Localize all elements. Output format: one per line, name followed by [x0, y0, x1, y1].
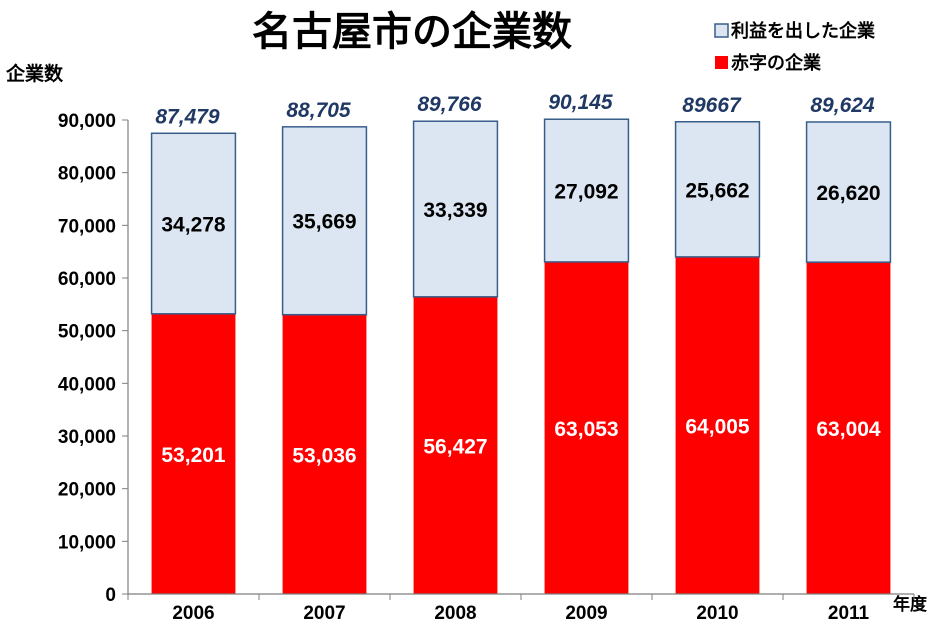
bar-deficit-2009 — [544, 261, 629, 594]
x-axis-label: 年度 — [893, 594, 928, 615]
data-label-profit-2006: 34,278 — [161, 214, 226, 237]
y-tick-label: 50,000 — [58, 322, 116, 343]
bar-deficit-2010 — [675, 256, 760, 594]
legend-label-profit: 利益を出した企業 — [731, 20, 876, 42]
y-tick-label: 90,000 — [58, 111, 116, 132]
bar-profit-2008 — [412, 120, 499, 298]
data-label-deficit-2008: 56,427 — [423, 435, 487, 458]
y-axis-ticks: 0 10,000 20,000 30,000 40,000 50,000 60,000 70,… — [58, 111, 128, 606]
bar-deficit-2006 — [151, 313, 236, 594]
data-label-profit-2011: 26,620 — [816, 182, 880, 205]
legend-swatch-deficit — [715, 56, 728, 69]
y-tick-label: 10,000 — [58, 532, 116, 553]
y-tick-label: 30,000 — [58, 427, 116, 448]
y-axis-label: 企業数 — [5, 62, 64, 85]
x-tick-label-2009: 2009 — [565, 603, 607, 624]
data-label-profit-2007: 35,669 — [292, 211, 356, 234]
x-tick-label-2008: 2008 — [434, 603, 476, 624]
bar-profit-2009 — [543, 118, 630, 263]
data-label-deficit-2011: 63,004 — [816, 418, 881, 441]
data-label-total-2008: 89,766 — [417, 93, 482, 116]
data-label-total-2007: 88,705 — [286, 99, 351, 122]
legend-label-deficit: 赤字の企業 — [731, 52, 822, 74]
y-tick-label: 60,000 — [58, 269, 116, 290]
bar-deficit-2011 — [806, 262, 891, 594]
data-label-profit-2010: 25,662 — [685, 179, 749, 202]
legend: 利益を出した企業 赤字の企業 — [714, 20, 876, 74]
x-tick-label-2006: 2006 — [172, 603, 214, 624]
x-tick-label-2007: 2007 — [303, 603, 345, 624]
bar-profit-2006 — [150, 132, 237, 315]
axes — [127, 120, 914, 595]
data-label-deficit-2010: 64,005 — [685, 415, 750, 438]
x-axis-ticks: 2006 2007 2008 2009 2010 2011 — [127, 594, 915, 624]
bars: 53,201 34,278 87,479 53,036 35,669 88,705 56,4… — [150, 91, 892, 594]
bar-deficit-2007 — [282, 314, 367, 594]
chart-title: 名古屋市の企業数 — [252, 9, 572, 55]
data-label-profit-2008: 33,339 — [423, 199, 487, 222]
legend-swatch-profit — [714, 23, 729, 38]
data-label-deficit-2007: 53,036 — [292, 444, 356, 467]
bar-profit-2010 — [674, 121, 761, 258]
data-label-profit-2009: 27,092 — [554, 181, 618, 204]
x-tick-label-2010: 2010 — [696, 603, 738, 624]
y-tick-label: 80,000 — [58, 164, 116, 185]
y-tick-label: 0 — [105, 585, 116, 606]
bar-deficit-2008 — [413, 296, 498, 594]
data-label-total-2009: 90,145 — [548, 91, 613, 114]
data-label-total-2006: 87,479 — [155, 105, 220, 128]
y-tick-label: 70,000 — [58, 216, 116, 237]
bar-profit-2007 — [281, 126, 368, 316]
data-label-total-2011: 89,624 — [810, 94, 875, 117]
x-tick-label-2011: 2011 — [828, 603, 870, 624]
data-label-deficit-2009: 63,053 — [554, 418, 618, 441]
data-label-total-2010: 89667 — [682, 94, 742, 117]
y-tick-label: 20,000 — [58, 480, 116, 501]
bar-profit-2011 — [805, 121, 892, 263]
data-label-deficit-2006: 53,201 — [161, 444, 226, 467]
y-tick-label: 40,000 — [58, 374, 116, 395]
